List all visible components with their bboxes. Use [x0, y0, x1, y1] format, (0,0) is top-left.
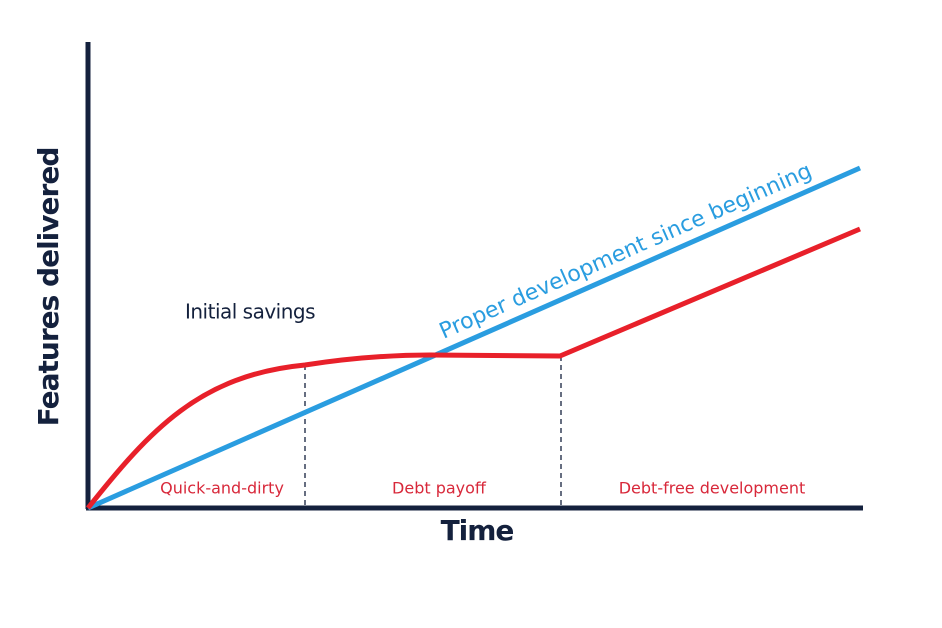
quick-and-dirty-line: [86, 226, 861, 510]
initial-savings-label: Initial savings: [185, 300, 315, 324]
y-axis-label: Features delivered: [32, 148, 65, 427]
phase-label: Debt-free development: [619, 479, 806, 498]
proper-development-line: [86, 165, 862, 511]
phase-label: Debt payoff: [392, 479, 487, 498]
phase-label: Quick-and-dirty: [160, 479, 284, 498]
x-axis-label: Time: [441, 514, 514, 547]
